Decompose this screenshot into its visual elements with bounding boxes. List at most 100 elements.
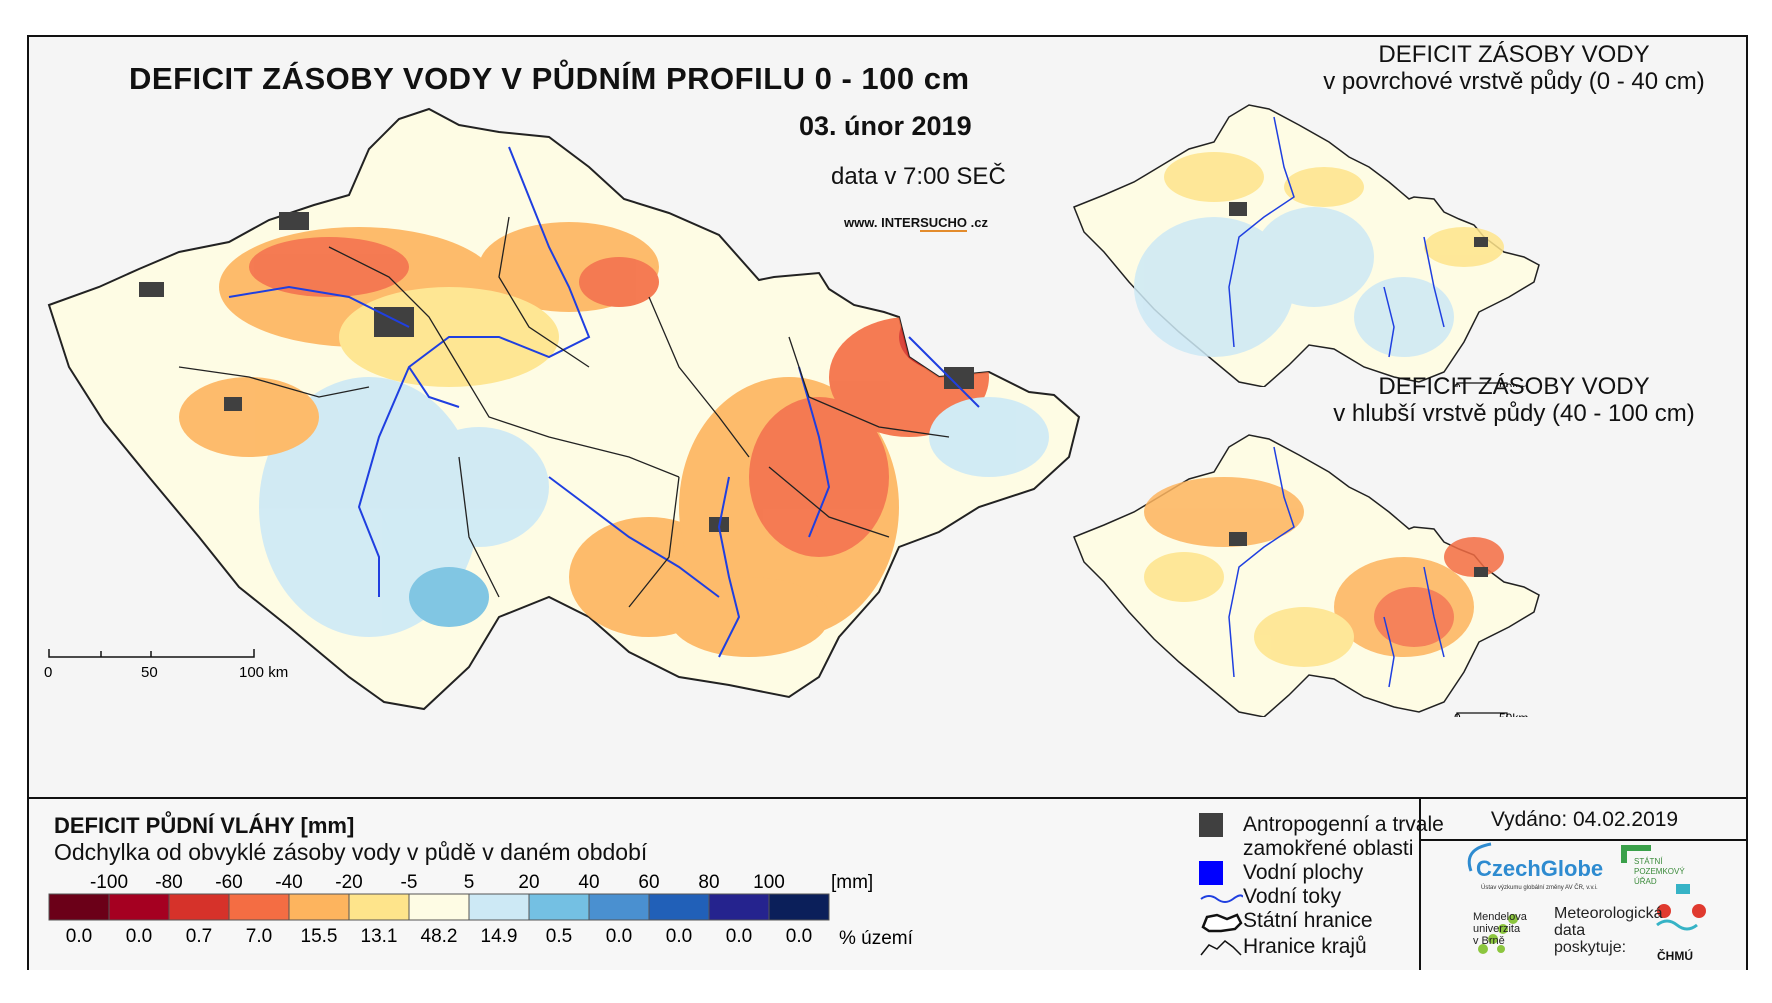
legend-swatch-1 — [108, 893, 170, 921]
symbol-anthropogenic: Antropogenní a trvale zamokřené oblasti — [1199, 813, 1444, 861]
legend-swatch-6 — [408, 893, 470, 921]
legend-percent-12: 0.0 — [786, 926, 812, 947]
map-panel: DEFICIT ZÁSOBY VODY V PŮDNÍM PROFILU 0 -… — [29, 37, 1746, 797]
legend-swatch-4 — [288, 893, 350, 921]
side-map-bottom-title: DEFICIT ZÁSOBY VODY v hlubší vrstvě půdy… — [1254, 373, 1772, 427]
issued-date: Vydáno: 04.02.2019 — [1421, 799, 1748, 841]
legend-percent-6: 48.2 — [421, 926, 458, 947]
mendel-line3: v Brně — [1473, 935, 1505, 947]
side-map-bottom-title-line1: DEFICIT ZÁSOBY VODY — [1378, 373, 1650, 400]
map-time: data v 7:00 SEČ — [831, 163, 1006, 190]
legend-unit: [mm] — [831, 872, 873, 893]
river-symbol-icon — [1200, 894, 1243, 903]
legend-swatch-5 — [348, 893, 410, 921]
side-map-bottom-scale-50: 50km — [1499, 711, 1528, 717]
side-map-top-title: DEFICIT ZÁSOBY VODY v povrchové vrstvě p… — [1254, 41, 1772, 95]
web-highlight: SUCHO — [920, 215, 968, 232]
map-title: DEFICIT ZÁSOBY VODY V PŮDNÍM PROFILU 0 -… — [129, 61, 970, 96]
side-map-bottom: 0 50km — [1073, 434, 1540, 717]
legend-percent-9: 0.0 — [606, 926, 632, 947]
legend-break-9: 60 — [638, 872, 659, 893]
map-date: 03. únor 2019 — [799, 111, 972, 141]
state-border-icon — [1201, 913, 1243, 933]
legend-swatch-3 — [228, 893, 290, 921]
legend-break-1: -80 — [155, 872, 182, 893]
legend-break-5: -5 — [401, 872, 418, 893]
legend-percent-8: 0.5 — [546, 926, 572, 947]
legend-swatch-7 — [468, 893, 530, 921]
legend-break-11: 100 — [753, 872, 785, 893]
legend-swatch-10 — [648, 893, 710, 921]
main-scale-100: 100 km — [239, 664, 288, 681]
legend-break-3: -40 — [275, 872, 302, 893]
water-swatch — [1199, 861, 1223, 885]
legend-percent-1: 0.0 — [126, 926, 152, 947]
region-border-label: Hranice krajů — [1243, 935, 1367, 958]
side-map-top-title-line1: DEFICIT ZÁSOBY VODY — [1378, 41, 1650, 68]
legend-percent-4: 15.5 — [301, 926, 338, 947]
symbol-state-border: Státní hranice — [1199, 909, 1373, 933]
legend-percent-label: % území — [839, 928, 914, 949]
side-map-bottom-scale-0: 0 — [1454, 711, 1461, 717]
legend-break-0: -100 — [90, 872, 128, 893]
anthropogenic-swatch — [1199, 813, 1223, 837]
anthropogenic-label-line1: Antropogenní a trvale — [1243, 813, 1444, 836]
legend-break-6: 5 — [464, 872, 475, 893]
czechglobe-logo: CzechGlobe — [1476, 856, 1604, 881]
legend-percent-3: 7.0 — [246, 926, 272, 947]
meteo-data-provider: Meteorologická data poskytuje: — [1554, 905, 1663, 956]
legend-swatch-2 — [168, 893, 230, 921]
legend-percent-7: 14.9 — [481, 926, 518, 947]
met-line3: poskytuje: — [1554, 939, 1627, 956]
side-map-top: 0 50km — [1073, 104, 1540, 387]
map-sheet: DEFICIT ZÁSOBY VODY V PŮDNÍM PROFILU 0 -… — [27, 35, 1748, 970]
legend-swatch-8 — [528, 893, 590, 921]
anthropogenic-label-line2: zamokřené oblasti — [1243, 837, 1414, 860]
chmu-logo: ČHMÚ — [1657, 949, 1693, 963]
mendel-logo: Mendelova univerzita v Brně — [1473, 911, 1527, 947]
state-border-label: Státní hranice — [1243, 909, 1373, 932]
legend-break-2: -60 — [215, 872, 242, 893]
mendel-line2: univerzita — [1473, 923, 1521, 935]
spu-logo: STÁTNÍ POZEMKOVÝ ÚŘAD — [1634, 857, 1685, 887]
mendel-line1: Mendelova — [1473, 911, 1527, 923]
czechglobe-subtitle: Ústav výzkumu globální změny AV ČR, v.v.… — [1481, 885, 1598, 891]
rivers-label: Vodní toky — [1243, 885, 1342, 908]
spu-line2: POZEMKOVÝ — [1634, 867, 1685, 876]
legend-break-10: 80 — [698, 872, 719, 893]
main-scale-50: 50 — [141, 664, 158, 681]
legend-percent-11: 0.0 — [726, 926, 752, 947]
spu-line3: ÚŘAD — [1634, 877, 1657, 886]
side-map-top-title-line2: v povrchové vrstvě půdy (0 - 40 cm) — [1323, 68, 1705, 95]
legend-swatch-9 — [588, 893, 650, 921]
symbol-region-border: Hranice krajů — [1199, 935, 1367, 959]
legend-swatch-12 — [768, 893, 830, 921]
legend-swatch-11 — [708, 893, 770, 921]
legend-percent-5: 13.1 — [361, 926, 398, 947]
legend-break-4: -20 — [335, 872, 362, 893]
legend-break-7: 20 — [518, 872, 539, 893]
legend-percent-0: 0.0 — [66, 926, 92, 947]
main-scale-bar — [48, 649, 255, 658]
legend-subtitle: Odchylka od obvyklé zásoby vody v půdě v… — [54, 839, 648, 865]
issued-panel: Vydáno: 04.02.2019 CzechGlobe Ústav výzk… — [1419, 799, 1748, 970]
symbol-water-bodies: Vodní plochy — [1199, 861, 1363, 885]
logos-icon — [1467, 842, 1706, 954]
water-bodies-label: Vodní plochy — [1243, 861, 1364, 884]
side-map-bottom-title-line2: v hlubší vrstvě půdy (40 - 100 cm) — [1333, 400, 1695, 427]
web-suffix: .cz — [967, 215, 988, 230]
legend-percent-10: 0.0 — [666, 926, 692, 947]
legend-swatch-0 — [48, 893, 110, 921]
website-link[interactable]: www. INTERSUCHO .cz — [844, 215, 988, 232]
met-line1: Meteorologická — [1554, 905, 1663, 922]
spu-line1: STÁTNÍ — [1634, 857, 1663, 866]
color-scale: 0.0 0.0 0.7 7.0 15.5 13.1 48.2 14.9 0.5 0.0 0.0 0.0… — [48, 872, 914, 949]
symbol-rivers: Vodní toky — [1199, 885, 1341, 909]
met-line2: data — [1554, 922, 1586, 939]
web-prefix: www. INTER — [844, 215, 921, 230]
legend-panel: DEFICIT PŮDNÍ VLÁHY [mm] Odchylka od obv… — [29, 797, 1748, 970]
legend-break-8: 40 — [578, 872, 599, 893]
main-scale-0: 0 — [44, 664, 52, 681]
region-border-icon — [1200, 940, 1242, 956]
legend-title: DEFICIT PŮDNÍ VLÁHY [mm] — [54, 813, 355, 838]
